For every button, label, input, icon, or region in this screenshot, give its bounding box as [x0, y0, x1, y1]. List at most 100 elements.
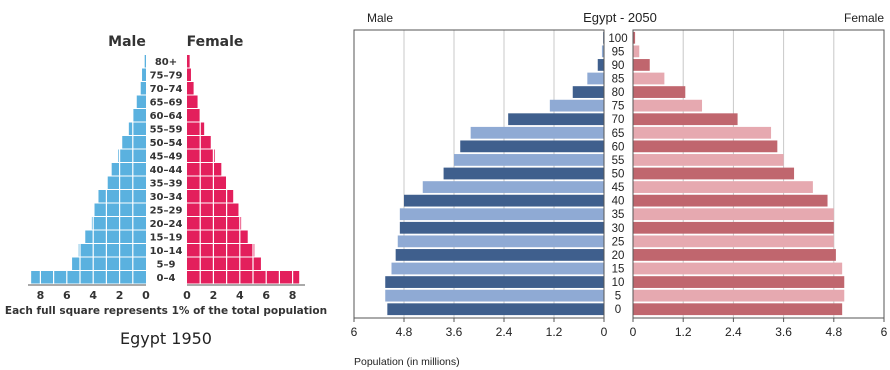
- left-male-bar: [144, 55, 146, 68]
- pyramid-egypt-2050: Male Egypt - 2050 Female 051015202530354…: [351, 10, 888, 368]
- right-male-tick-label: 6: [351, 325, 358, 339]
- right-male-bar: [404, 194, 604, 207]
- left-male-bar: [85, 230, 146, 243]
- left-female-tick-label: 6: [262, 289, 270, 302]
- right-male-bar: [397, 235, 604, 248]
- left-female-bar: [187, 230, 248, 243]
- left-female-tick-label: 2: [210, 289, 218, 302]
- right-age-label: 90: [612, 60, 625, 72]
- left-age-label: 75–79: [150, 71, 183, 82]
- right-male-tick-label: 2.4: [496, 325, 513, 339]
- left-male-tick-label: 8: [37, 289, 45, 302]
- right-age-label: 100: [608, 33, 627, 45]
- right-female-bar: [633, 289, 845, 302]
- left-female-tick-label: 8: [289, 289, 297, 302]
- right-age-label: 20: [612, 250, 625, 262]
- right-female-bar: [633, 208, 834, 221]
- left-chart-title: Egypt 1950: [120, 329, 212, 348]
- right-male-bar: [460, 140, 604, 153]
- right-female-tick-label: 6: [881, 325, 888, 339]
- left-male-tick-label: 0: [142, 289, 150, 302]
- right-male-bar: [508, 113, 604, 126]
- right-age-label: 35: [612, 209, 625, 221]
- right-male-plot-frame: [353, 29, 605, 319]
- pyramid-egypt-1950: Male Female 0–4 5–9 10–14 15–19 20–24 25–29 30…: [5, 34, 327, 348]
- right-age-label: 5: [615, 291, 621, 303]
- left-age-label: 20–24: [150, 219, 183, 230]
- left-female-bar: [187, 203, 239, 216]
- right-male-bar: [387, 303, 604, 316]
- right-female-bar: [633, 154, 784, 166]
- left-age-label: 15–19: [150, 233, 183, 244]
- right-female-bar: [633, 113, 738, 126]
- right-female-bar: [633, 72, 665, 85]
- right-female-bar: [633, 45, 640, 58]
- right-male-bar: [385, 289, 604, 302]
- left-bars: [26, 54, 307, 284]
- right-bars: [385, 31, 845, 316]
- right-age-label: 85: [612, 74, 625, 86]
- right-female-bar: [633, 140, 778, 153]
- left-female-tick-label: 0: [183, 289, 191, 302]
- right-female-bar: [633, 167, 795, 180]
- right-age-label: 50: [612, 169, 625, 181]
- right-male-bar: [385, 276, 604, 288]
- right-female-bar: [633, 276, 845, 288]
- right-male-tick-label: 3.6: [446, 325, 463, 339]
- left-female-bar: [187, 244, 255, 257]
- left-male-bar: [132, 109, 146, 122]
- left-female-bar: [187, 55, 190, 68]
- left-female-bar: [187, 190, 234, 203]
- right-x-axis-label: Population (in millions): [354, 356, 460, 368]
- left-age-label: 60–64: [150, 111, 183, 122]
- left-female-bar: [187, 163, 222, 176]
- left-age-label: 10–14: [150, 246, 183, 257]
- right-age-label: 40: [612, 196, 625, 208]
- left-caption: Each full square represents 1% of the to…: [5, 305, 327, 317]
- left-male-tick-label: 2: [116, 289, 124, 302]
- left-female-bar: [187, 136, 211, 149]
- right-female-tick-label: 1.2: [675, 325, 692, 339]
- right-male-tick-label: 0: [601, 325, 608, 339]
- left-x-ticks: 8 6 4 2 0 0 2 4 6 8: [28, 284, 305, 302]
- right-male-label: Male: [367, 11, 393, 25]
- left-age-label: 0–4: [157, 273, 176, 284]
- right-age-label: 65: [612, 128, 625, 140]
- right-female-bar: [633, 249, 836, 261]
- left-male-bar: [98, 190, 146, 203]
- left-age-label: 30–34: [150, 192, 183, 203]
- right-male-bar: [391, 262, 604, 275]
- right-female-bar: [633, 303, 843, 316]
- right-male-bar: [549, 99, 604, 112]
- right-male-bar: [597, 59, 604, 71]
- right-age-label: 70: [612, 114, 625, 126]
- right-female-tick-label: 2.4: [725, 325, 742, 339]
- right-age-label: 80: [612, 87, 625, 99]
- right-female-bar: [633, 181, 813, 193]
- left-female-bar: [187, 217, 242, 230]
- left-male-tick-label: 4: [89, 289, 97, 302]
- left-female-bar: [187, 149, 215, 162]
- right-male-bar: [399, 208, 604, 221]
- right-age-label: 30: [612, 223, 625, 235]
- left-male-bar: [72, 257, 146, 270]
- right-female-label: Female: [844, 11, 884, 25]
- left-male-tick-label: 6: [63, 289, 71, 302]
- left-age-label: 50–54: [150, 138, 183, 149]
- right-female-bar: [633, 86, 686, 98]
- left-age-label: 55–59: [150, 125, 183, 136]
- left-male-bar: [78, 244, 146, 257]
- right-age-label: 55: [612, 155, 625, 167]
- left-female-bar: [187, 257, 261, 270]
- left-male-bar: [94, 203, 146, 216]
- left-age-label: 65–69: [150, 98, 183, 109]
- right-age-label: 60: [612, 141, 625, 153]
- left-male-bar: [111, 163, 146, 176]
- left-age-label: 35–39: [150, 179, 183, 190]
- right-male-bar: [572, 86, 604, 98]
- left-female-label: Female: [187, 34, 244, 50]
- right-x-ticks: 6 4.8 3.6 2.4 1.2 0 0 1.2 2.4 3.6 4.8 6: [351, 318, 888, 339]
- right-age-label: 15: [612, 264, 625, 276]
